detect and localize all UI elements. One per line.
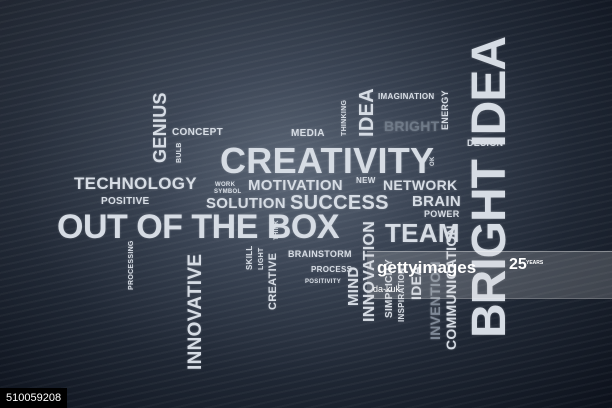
word-success: SUCCESS xyxy=(290,192,389,214)
word-out-of-the-box: OUT OF THE BOX xyxy=(57,208,340,246)
word-media: MEDIA xyxy=(291,128,325,139)
word-innovative: INNOVATIVE xyxy=(185,253,206,370)
word-team: TEAM xyxy=(385,218,460,248)
photographer-credit: da-kuk xyxy=(373,284,401,294)
word-think: THINK xyxy=(274,220,280,240)
word-light: LIGHT xyxy=(258,247,265,271)
word-motivation: MOTIVATION xyxy=(248,177,343,194)
word-new: NEW xyxy=(356,176,376,185)
word-technology: TECHNOLOGY xyxy=(74,174,197,193)
word-creative: CREATIVE xyxy=(267,252,279,310)
word-energy: ENERGY xyxy=(440,90,450,130)
anniversary-number: 25 xyxy=(509,256,527,273)
word-symbol: SYMBOL xyxy=(214,189,242,195)
watermark-band: gettyimages 25 YEARS da-kuk xyxy=(367,251,612,299)
word-solution: SOLUTION xyxy=(206,195,286,212)
word-bright: BRIGHT xyxy=(384,118,440,134)
word-bulb: BULB xyxy=(176,142,183,163)
word-genius: GENIUS xyxy=(150,92,170,163)
word-process: PROCESS xyxy=(311,265,353,274)
word-creativity: CREATIVITY xyxy=(220,140,435,181)
image-id: 510059208 xyxy=(0,388,68,408)
word-concept: CONCEPT xyxy=(172,127,223,138)
word-processing: PROCESSING xyxy=(128,240,135,290)
word-work: WORK xyxy=(215,182,236,188)
word-brainstorm: BRAINSTORM xyxy=(288,249,352,259)
word-ok: OK xyxy=(430,156,436,166)
word-positive: POSITIVE xyxy=(101,196,150,207)
word-mind: MIND xyxy=(345,266,362,306)
word-skill: SKILL xyxy=(245,245,254,270)
word-thinking: THINKING xyxy=(341,99,348,136)
word-positivity: POSITIVITY xyxy=(305,279,342,285)
word-power: POWER xyxy=(424,209,460,219)
word-network: NETWORK xyxy=(383,177,458,193)
word-imagination: IMAGINATION xyxy=(378,92,435,101)
watermark-logo: gettyimages xyxy=(377,258,477,277)
word-design: DESIGN xyxy=(467,138,504,148)
word-idea: IDEA xyxy=(356,88,378,137)
word-brain: BRAIN xyxy=(412,193,461,210)
anniversary-label: YEARS xyxy=(526,260,544,266)
